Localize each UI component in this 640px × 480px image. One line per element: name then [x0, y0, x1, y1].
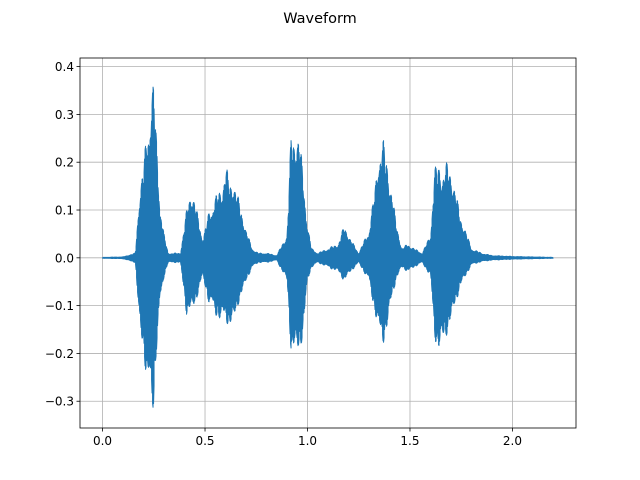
x-tick-label: 0.5 — [195, 434, 214, 448]
chart-title: Waveform — [283, 11, 357, 27]
plot-area-frame — [79, 57, 577, 429]
y-tick-label: −0.1 — [45, 299, 74, 313]
x-tick-label: 1.5 — [400, 434, 419, 448]
y-tick-label: 0.4 — [55, 60, 74, 74]
waveform-trace — [102, 86, 554, 408]
x-tick-label: 0.0 — [93, 434, 112, 448]
y-tick-label: 0.3 — [55, 108, 74, 122]
y-tick-label: 0.0 — [55, 251, 74, 265]
y-tick-label: −0.3 — [45, 395, 74, 409]
grid-lines — [80, 58, 576, 428]
x-tick-label: 1.0 — [298, 434, 317, 448]
axis-ticks: 0.0 0.5 1.0 1.5 2.0 −0.3 −0.2 −0.1 0.0 0.1 0.2 0.3 0… — [45, 60, 522, 448]
y-tick-label: 0.2 — [55, 156, 74, 170]
x-tick-label: 2.0 — [503, 434, 522, 448]
y-tick-label: −0.2 — [45, 347, 74, 361]
y-tick-label: 0.1 — [55, 204, 74, 218]
waveform-line — [102, 86, 554, 408]
